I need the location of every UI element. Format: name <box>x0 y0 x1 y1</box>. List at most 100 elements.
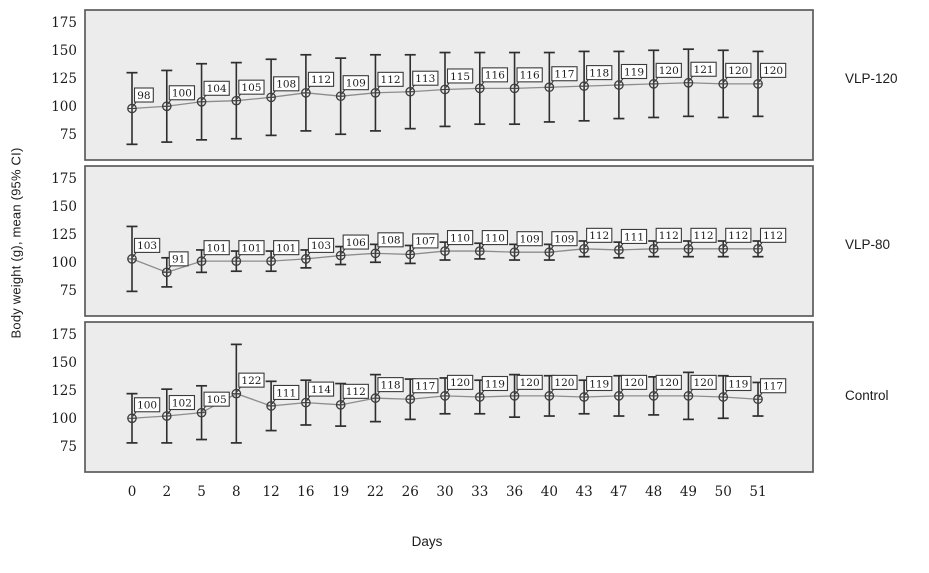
series-label-vlp-120: VLP-120 <box>845 71 898 86</box>
data-point-label-box <box>725 227 752 243</box>
data-point-label-box <box>690 61 717 77</box>
data-point-label: 114 <box>311 384 331 396</box>
y-tick-label: 150 <box>51 355 77 371</box>
data-point-label: 105 <box>241 82 261 94</box>
data-point-label-box <box>481 230 509 246</box>
data-point-label-box <box>446 68 474 84</box>
data-point-label: 120 <box>728 65 748 77</box>
x-tick-label: 12 <box>263 484 280 500</box>
data-point-label: 111 <box>276 387 296 399</box>
data-point-label: 100 <box>137 400 157 412</box>
data-point-label: 107 <box>415 236 435 248</box>
data-point-label-box <box>133 87 154 103</box>
data-point-label-box <box>481 375 509 392</box>
data-point-label: 112 <box>694 230 714 242</box>
y-tick-label: 100 <box>51 99 77 115</box>
y-tick-label: 175 <box>51 15 77 31</box>
data-point-label-box <box>586 65 613 81</box>
data-point-label-box <box>412 70 439 86</box>
data-point-label-box <box>655 62 682 78</box>
data-point-label: 101 <box>241 242 261 254</box>
data-point-label: 112 <box>346 386 366 398</box>
data-point-label: 121 <box>694 64 714 76</box>
data-point-label-box <box>620 374 648 390</box>
data-point-label: 112 <box>763 230 783 242</box>
x-tick-label: 8 <box>232 484 241 500</box>
x-tick-label: 0 <box>128 484 137 500</box>
data-point-label-box <box>307 71 335 87</box>
y-tick-label: 125 <box>51 383 77 399</box>
data-point-label-box <box>412 378 439 394</box>
data-point-label: 112 <box>589 230 609 242</box>
data-point-label-box <box>481 67 509 83</box>
data-point-label: 116 <box>520 70 540 82</box>
data-point-label-box <box>377 377 404 393</box>
data-point-label-box <box>203 240 230 256</box>
data-point-label: 108 <box>276 79 296 91</box>
data-point-label-box <box>620 63 648 80</box>
y-tick-label: 75 <box>60 127 77 143</box>
data-point-label-box <box>203 80 230 96</box>
data-point-label-box <box>342 234 369 250</box>
x-tick-label: 43 <box>576 484 593 500</box>
data-point-label: 113 <box>415 73 435 85</box>
data-point-label-box <box>273 240 300 256</box>
data-point-label: 112 <box>659 230 679 242</box>
data-point-label-box <box>516 67 543 83</box>
data-point-label-box <box>446 374 474 390</box>
x-tick-label: 48 <box>645 484 662 500</box>
data-point-label-box <box>516 374 543 390</box>
data-point-label: 122 <box>241 375 261 387</box>
data-point-label-box <box>342 383 369 399</box>
y-tick-label: 125 <box>51 227 77 243</box>
data-point-label-box <box>307 381 335 397</box>
x-tick-label: 47 <box>610 484 627 500</box>
data-point-label: 120 <box>694 377 714 389</box>
panel-vlp-120 <box>84 9 814 161</box>
data-point-label: 119 <box>589 378 609 390</box>
data-point-label: 104 <box>207 83 227 95</box>
data-point-label-box <box>655 374 682 390</box>
data-point-label-box <box>342 75 369 91</box>
data-point-label: 101 <box>276 242 296 254</box>
x-tick-label: 16 <box>297 484 314 500</box>
x-tick-label: 51 <box>749 484 766 500</box>
data-point-label-box <box>133 237 161 253</box>
x-tick-label: 40 <box>541 484 558 500</box>
data-point-label-box <box>516 231 543 247</box>
x-axis-title: Days <box>411 534 443 549</box>
data-point-label: 109 <box>346 77 366 89</box>
x-tick-label: 19 <box>332 484 349 500</box>
data-point-label-box <box>759 62 787 78</box>
data-point-label: 111 <box>624 231 644 243</box>
data-point-label-box <box>446 230 474 246</box>
y-tick-label: 100 <box>51 411 77 427</box>
data-point-label-box <box>168 394 196 411</box>
data-point-label-box <box>759 378 787 394</box>
y-tick-label: 175 <box>51 171 77 187</box>
data-point-label-box <box>690 374 717 390</box>
data-point-label: 116 <box>485 70 505 82</box>
data-point-label-box <box>203 391 230 407</box>
data-point-label-box <box>690 227 717 243</box>
x-tick-label: 30 <box>436 484 453 500</box>
data-point-label-box <box>273 384 300 401</box>
data-point-label-box <box>586 227 613 243</box>
series-label-vlp-80: VLP-80 <box>845 237 891 252</box>
data-point-label-box <box>412 233 439 249</box>
data-point-label: 100 <box>172 88 192 100</box>
x-tick-label: 49 <box>680 484 697 500</box>
data-point-label: 103 <box>137 240 157 252</box>
data-point-label-box <box>725 62 752 78</box>
series-label-control: Control <box>845 388 889 403</box>
data-point-label: 112 <box>728 230 748 242</box>
data-point-label: 106 <box>346 237 366 249</box>
x-tick-label: 2 <box>162 484 171 500</box>
data-point-label: 117 <box>763 381 783 393</box>
data-point-label-box <box>377 71 404 87</box>
data-point-label: 119 <box>728 378 748 390</box>
data-point-label: 115 <box>450 71 470 83</box>
data-point-label-box <box>551 231 578 247</box>
data-point-label: 120 <box>659 377 679 389</box>
